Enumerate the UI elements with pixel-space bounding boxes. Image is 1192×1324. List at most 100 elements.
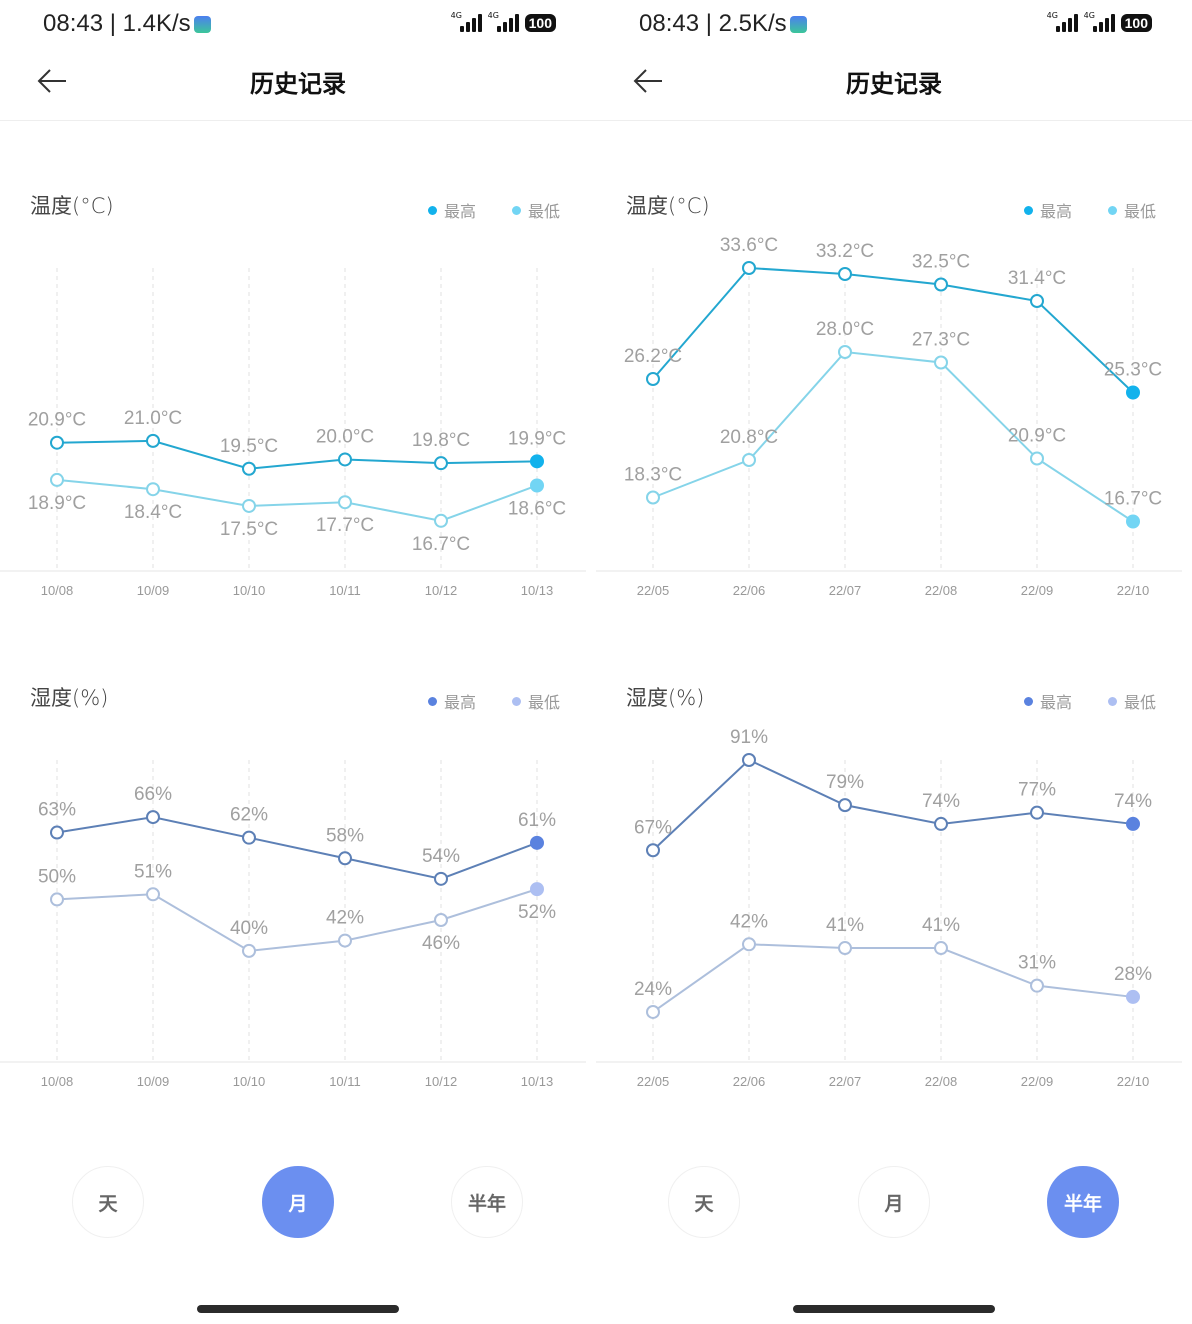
data-label: 33.6°C [720,235,778,256]
humidity-chart: 10/08 10/09 10/10 10/11 10/12 10/13 63% 66% 62% 5… [0,760,586,1089]
data-label: 52% [518,902,556,923]
x-tick-label: 22/07 [829,1074,862,1089]
data-label: 77% [1018,780,1056,801]
temperature-chart: 10/08 10/09 10/10 10/11 10/12 10/13 20.9°C 21.0… [0,268,586,598]
data-label: 19.8°C [412,430,470,451]
page-title: 历史记录 [250,70,346,98]
data-label: 42% [730,911,768,932]
back-arrow-icon[interactable] [36,66,68,96]
legend-max: 最高 [428,198,476,222]
data-label: 63% [38,800,76,821]
data-label: 79% [826,772,864,793]
header-divider [0,120,596,121]
legend-dot-icon [1024,696,1033,706]
range-button-month[interactable]: 月 [262,1166,334,1238]
battery-icon: 100 [524,14,556,32]
legend-min: 最低 [512,198,560,222]
data-label: 19.9°C [508,428,566,449]
data-label: 62% [230,805,268,826]
data-label: 74% [1114,791,1152,812]
back-arrow-icon[interactable] [632,66,664,96]
data-label: 40% [230,918,268,939]
status-bar-time: 08:43 | 1.4K/s [43,10,211,38]
data-point [146,482,160,497]
x-tick-label: 22/10 [1117,1074,1150,1089]
data-label: 28% [1114,964,1152,985]
data-point [1030,805,1044,820]
app-notification-icon [193,16,211,33]
legend-min: 最低 [512,689,560,713]
temperature-chart-title: 温度(°C) [30,194,114,218]
home-indicator[interactable] [197,1305,399,1313]
data-label: 20.9°C [1008,426,1066,447]
data-label: 20.0°C [316,426,374,447]
range-button-month[interactable]: 月 [858,1166,930,1238]
data-point [50,825,64,840]
data-point [742,937,756,952]
data-label: 17.5°C [220,519,278,540]
data-label: 16.7°C [1104,489,1162,510]
data-label: 26.2°C [624,346,682,367]
series-line-max [652,266,1134,394]
signal-icon: 4G [1047,11,1078,32]
data-label: 58% [326,825,364,846]
signal-icon: 4G [488,11,519,32]
data-label: 20.9°C [28,410,86,431]
x-tick-label: 22/10 [1117,583,1150,598]
data-label: 21.0°C [124,408,182,429]
range-button-half-year[interactable]: 半年 [1047,1166,1119,1238]
humidity-chart-title: 湿度(%) [30,686,109,710]
range-button-day[interactable]: 天 [668,1166,740,1238]
data-point [242,461,256,476]
legend-max: 最高 [1024,689,1072,713]
data-label: 19.5°C [220,436,278,457]
data-point [338,933,352,948]
data-point [742,753,756,767]
x-tick-label: 10/12 [425,1074,458,1089]
page-title: 历史记录 [846,70,942,98]
data-point [1030,451,1044,466]
temperature-chart: 22/05 22/06 22/07 22/08 22/09 22/10 26.2°C 33.6… [596,235,1182,598]
data-point [934,355,948,370]
data-point [530,835,544,850]
data-point [146,433,160,448]
data-point [646,372,660,386]
data-point [1030,294,1044,308]
series-line-max [652,758,1134,851]
data-label: 31% [1018,953,1056,974]
humidity-chart: 22/05 22/06 22/07 22/08 22/09 22/10 67% 91% 79% 7… [596,727,1182,1089]
x-tick-label: 22/06 [733,583,766,598]
phone-screen-half-year: 08:43 | 2.5K/s 4G 4G 100 历史记录 温度(°C) 最高 … [596,0,1192,1324]
series-line-max [56,816,538,880]
legend-max: 最高 [428,689,476,713]
range-button-day[interactable]: 天 [72,1166,144,1238]
data-point [146,887,160,902]
data-point [338,495,352,510]
data-label: 66% [134,784,172,805]
header-divider [596,120,1192,121]
legend-dot-icon [512,205,521,215]
data-label: 20.8°C [720,427,778,448]
x-tick-label: 10/10 [233,583,266,598]
home-indicator[interactable] [793,1305,995,1313]
series-line-min [56,888,538,952]
data-point [530,882,544,897]
range-button-half-year[interactable]: 半年 [451,1166,523,1238]
data-label: 31.4°C [1008,268,1066,289]
data-point [242,943,256,958]
data-point [1126,385,1140,400]
status-bar-indicators: 4G 4G 100 [451,11,556,32]
data-point [50,435,64,450]
data-label: 74% [922,791,960,812]
app-notification-icon [789,16,807,33]
data-label: 50% [38,866,76,887]
series-line-max [56,439,538,470]
series-line-min [652,350,1134,523]
status-bar-time: 08:43 | 2.5K/s [639,10,807,38]
status-bar-indicators: 4G 4G 100 [1047,11,1152,32]
data-label: 67% [634,817,672,838]
data-label: 51% [134,861,172,882]
data-point [646,490,660,505]
data-label: 33.2°C [816,241,874,262]
legend-dot-icon [1108,696,1117,706]
